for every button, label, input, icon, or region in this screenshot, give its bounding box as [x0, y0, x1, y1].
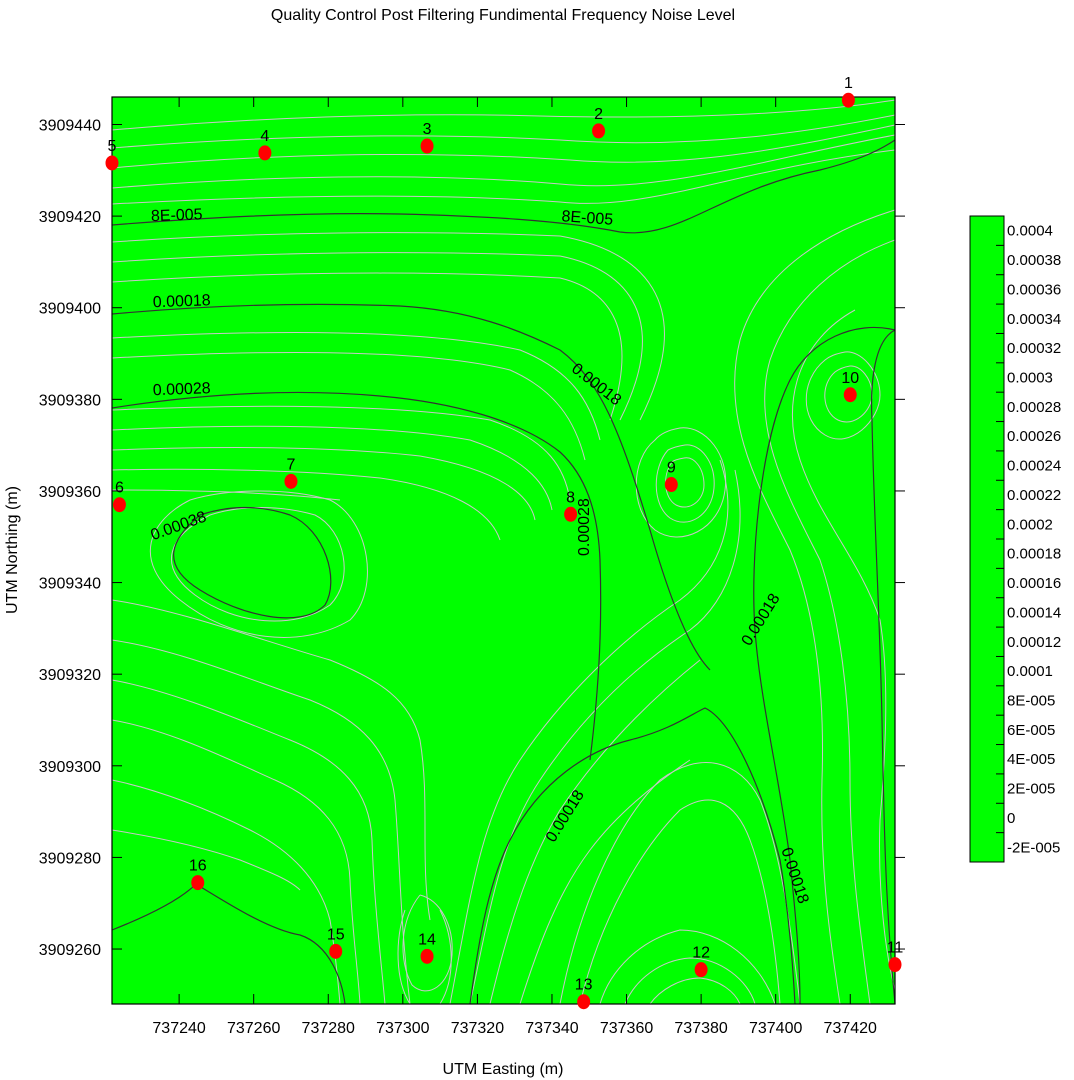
station-label: 6	[115, 480, 124, 497]
y-tick-label: 3909320	[39, 667, 101, 684]
y-tick-label: 3909260	[39, 942, 101, 959]
colorbar-label: 0.00012	[1007, 634, 1061, 651]
colorbar-label: -2E-005	[1007, 839, 1060, 856]
colorbar-label: 0.00024	[1007, 458, 1061, 475]
plot-frame	[111, 96, 896, 1005]
contour-label: 8E-005	[151, 206, 203, 225]
station-label: 11	[887, 940, 904, 957]
y-tick-label: 3909380	[39, 392, 101, 409]
colorbar: 0.0004 0.00038 0.00036 0.00034 0.00032 0.0003…	[969, 215, 1061, 863]
colorbar-label: 0.00036	[1007, 281, 1061, 298]
station-marker	[592, 123, 606, 139]
y-tick-label: 3909440	[39, 117, 101, 134]
colorbar-label: 0.00022	[1007, 487, 1061, 504]
x-tick-label: 737300	[376, 1020, 429, 1037]
colorbar-label: 6E-005	[1007, 722, 1055, 739]
y-tick-label: 3909420	[39, 209, 101, 226]
station-label: 14	[418, 931, 436, 948]
station-label: 8	[566, 489, 575, 506]
colorbar-label: 8E-005	[1007, 693, 1055, 710]
plot-area	[112, 97, 895, 1004]
chart-title: Quality Control Post Filtering Fundiment…	[271, 7, 735, 24]
x-axis-label: UTM Easting (m)	[443, 1061, 564, 1078]
colorbar-label: 0.0001	[1007, 663, 1053, 680]
station-marker	[284, 473, 298, 489]
colorbar-label: 0.0003	[1007, 370, 1053, 387]
x-tick-label: 737260	[227, 1020, 280, 1037]
colorbar-label: 0.00018	[1007, 546, 1061, 563]
colorbar-label: 2E-005	[1007, 781, 1055, 798]
x-tick-label: 737380	[674, 1020, 727, 1037]
x-tick-label: 737420	[824, 1020, 877, 1037]
minor-contour-lines	[111, 99, 896, 1005]
station-label: 15	[327, 926, 345, 943]
y-tick-label: 3909360	[39, 484, 101, 501]
station-label: 3	[423, 121, 432, 138]
x-tick-label: 737360	[600, 1020, 653, 1037]
station-marker	[420, 948, 434, 964]
station-label: 16	[189, 858, 207, 875]
colorbar-label: 0.00038	[1007, 252, 1061, 269]
contour-label: 0.00018	[153, 292, 211, 311]
station-label: 12	[692, 945, 710, 962]
station-marker	[564, 506, 578, 522]
colorbar-label: 0.00028	[1007, 399, 1061, 416]
y-tick-label: 3909400	[39, 301, 101, 318]
colorbar-label: 0.00032	[1007, 340, 1061, 357]
colorbar-label: 0.00026	[1007, 428, 1061, 445]
station-marker	[843, 387, 857, 403]
major-contour-lines	[111, 139, 896, 1005]
colorbar-label: 0.00014	[1007, 604, 1061, 621]
x-tick-label: 737320	[451, 1020, 504, 1037]
station-label: 5	[108, 138, 117, 155]
station-label: 9	[667, 460, 676, 477]
x-tick-label: 737340	[525, 1020, 578, 1037]
station-marker	[888, 957, 902, 973]
station-marker	[329, 943, 343, 959]
colorbar-label: 0.00034	[1007, 311, 1061, 328]
y-tick-label: 3909300	[39, 759, 101, 776]
y-tick-label: 3909280	[39, 850, 101, 867]
station-marker	[112, 497, 126, 513]
station-marker	[841, 92, 855, 108]
colorbar-label: 0	[1007, 810, 1015, 827]
station-marker	[420, 138, 434, 154]
x-tick-labels: 737240 737260 737280 737300 737320 737340 7373…	[152, 1020, 877, 1037]
contour-label: 0.00028	[576, 498, 593, 556]
colorbar-label: 4E-005	[1007, 751, 1055, 768]
x-tick-label: 737280	[302, 1020, 355, 1037]
station-marker	[191, 875, 205, 891]
station-marker	[258, 145, 272, 161]
contour-label: 0.00028	[153, 380, 211, 399]
station-label: 13	[575, 977, 593, 994]
y-axis-label: UTM Northing (m)	[4, 486, 21, 614]
colorbar-label: 0.0002	[1007, 516, 1053, 533]
x-tick-label: 737400	[749, 1020, 802, 1037]
contour-label: 8E-005	[561, 208, 614, 229]
station-label: 2	[594, 106, 603, 123]
x-tick-label: 737240	[152, 1020, 205, 1037]
station-marker	[105, 155, 119, 171]
station-marker	[664, 477, 678, 493]
station-marker	[577, 994, 591, 1010]
station-marker	[694, 962, 708, 978]
colorbar-label: 0.00016	[1007, 575, 1061, 592]
station-label: 7	[287, 456, 296, 473]
station-label: 1	[844, 75, 853, 92]
station-label: 4	[260, 128, 269, 145]
colorbar-label: 0.0004	[1007, 223, 1053, 240]
station-label: 10	[841, 370, 859, 387]
y-tick-label: 3909340	[39, 576, 101, 593]
y-tick-labels: 3909260 3909280 3909300 3909320 3909340 39093…	[39, 117, 101, 959]
